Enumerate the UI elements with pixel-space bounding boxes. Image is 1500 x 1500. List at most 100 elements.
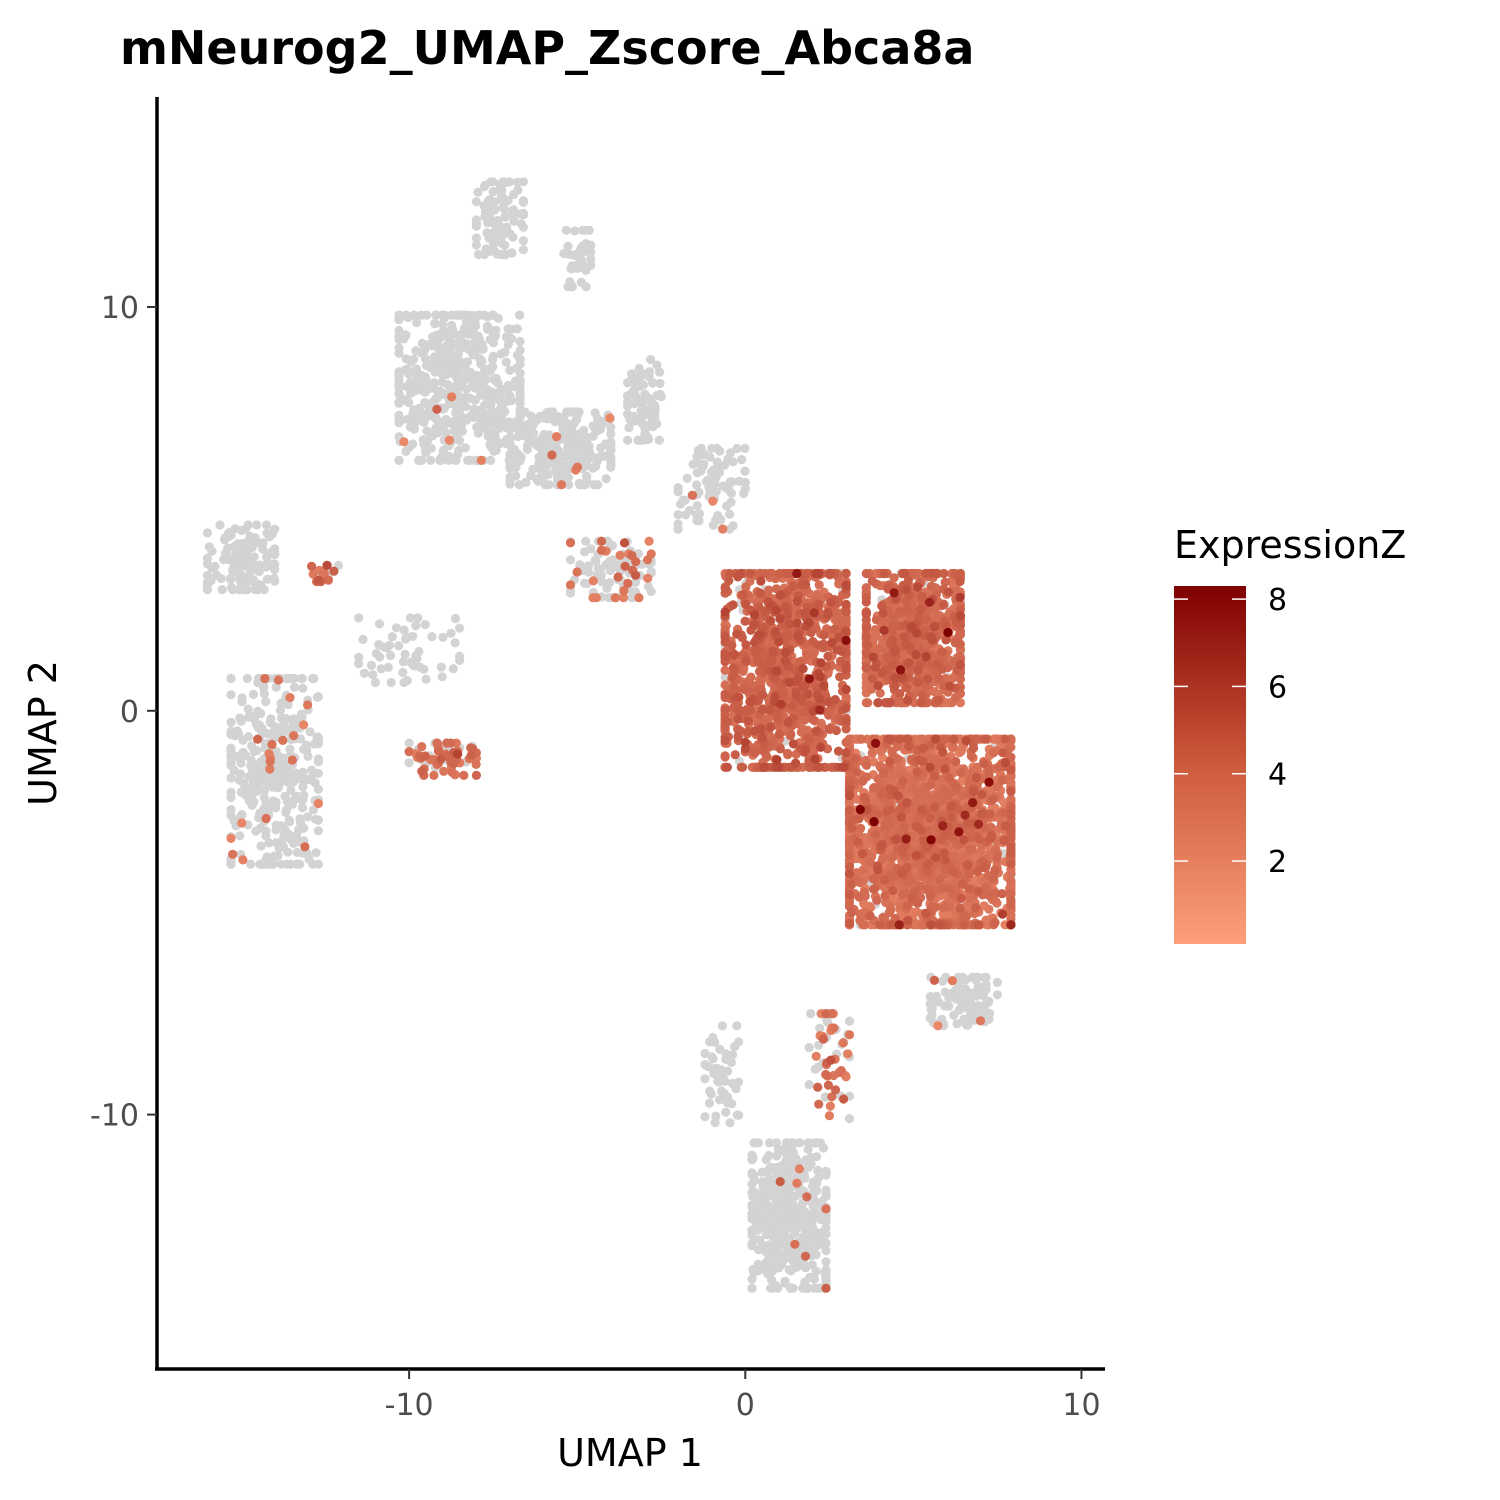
cell-point <box>628 377 639 387</box>
cell-point <box>430 367 440 377</box>
cell-point-expressed <box>836 1066 846 1076</box>
cell-point <box>313 757 323 767</box>
cell-point <box>749 1138 759 1148</box>
cell-point <box>313 826 323 836</box>
cell-point-expressed <box>399 437 409 447</box>
cell-point <box>247 554 257 564</box>
cell-point <box>411 346 421 356</box>
cell-point <box>246 761 256 771</box>
cell-point <box>394 367 404 377</box>
cell-point <box>296 818 306 828</box>
cell-point <box>520 407 530 417</box>
cell-point <box>449 358 459 368</box>
cell-point <box>301 740 311 750</box>
cell-point <box>961 975 971 985</box>
cell-point <box>407 356 417 366</box>
cell-point <box>515 345 525 355</box>
cell-point-expressed <box>572 462 583 472</box>
cell-point <box>466 411 476 421</box>
cell-point <box>692 501 702 511</box>
cell-point <box>223 543 233 553</box>
cell-point <box>505 432 515 442</box>
cell-point <box>748 1264 758 1275</box>
cell-point <box>276 763 286 773</box>
cell-point <box>641 422 652 432</box>
cell-point <box>640 389 650 399</box>
cell-point <box>725 1118 735 1128</box>
cell-point <box>375 652 385 662</box>
cell-point <box>226 758 236 768</box>
cell-point <box>283 673 293 684</box>
cell-point <box>453 330 463 340</box>
cell-point-expressed <box>588 576 598 586</box>
cell-point <box>813 1283 823 1293</box>
cell-point <box>706 1089 716 1099</box>
cell-point <box>432 424 442 435</box>
cell-point <box>811 1242 821 1252</box>
cell-point <box>238 577 248 587</box>
cell-point <box>807 1260 817 1270</box>
cell-point <box>503 339 513 350</box>
cell-point <box>522 420 533 430</box>
cell-point <box>968 972 978 982</box>
cell-point-expressed <box>417 742 427 752</box>
cell-point <box>981 980 991 990</box>
cell-point <box>261 520 272 530</box>
cell-point <box>225 527 235 537</box>
cell-point <box>270 524 280 534</box>
cell-point <box>247 800 257 810</box>
cell-point <box>460 371 471 381</box>
cell-point <box>925 992 936 1002</box>
cell-point <box>409 310 419 320</box>
cell-point <box>387 632 397 642</box>
cell-point <box>787 1192 797 1203</box>
cell-point <box>479 201 489 211</box>
cell-point <box>242 785 252 795</box>
cell-point <box>730 1042 740 1052</box>
cell-point <box>233 554 243 565</box>
cell-point <box>418 409 428 419</box>
cell-point <box>781 1155 791 1165</box>
cell-point <box>226 787 236 798</box>
cell-point <box>261 831 271 841</box>
cell-point <box>236 716 246 726</box>
cell-point <box>414 646 424 657</box>
cell-point <box>359 668 369 678</box>
cell-point <box>732 443 742 454</box>
cell-point <box>540 480 551 490</box>
cell-point <box>800 1283 810 1293</box>
cell-point <box>774 1254 784 1265</box>
cell-point <box>481 392 492 402</box>
cell-point <box>685 505 695 515</box>
cell-point <box>366 660 377 671</box>
cell-point <box>441 428 451 438</box>
cell-point <box>394 383 404 393</box>
cell-point <box>811 1250 821 1260</box>
cell-point <box>500 212 510 222</box>
cell-point <box>291 859 302 869</box>
cell-point <box>243 704 253 714</box>
cell-point <box>984 1014 994 1024</box>
cell-point <box>273 851 283 861</box>
cell-point <box>700 1112 710 1122</box>
cell-point <box>255 823 266 833</box>
cell-point <box>786 1266 796 1276</box>
cell-point <box>682 473 692 483</box>
cell-point-expressed <box>918 734 928 744</box>
cell-point <box>464 345 474 355</box>
cell-point <box>226 726 236 736</box>
cell-point <box>399 677 409 688</box>
cell-point <box>732 1110 742 1120</box>
cell-point <box>309 739 320 749</box>
cell-point <box>586 254 596 264</box>
cell-point <box>789 1150 799 1160</box>
cell-point <box>496 417 506 428</box>
cell-point-expressed <box>687 490 698 500</box>
cell-point <box>505 479 515 489</box>
cell-point <box>482 324 493 334</box>
cell-point <box>501 397 511 407</box>
cell-point <box>274 843 284 853</box>
cell-point <box>650 412 660 422</box>
cell-point-expressed <box>313 798 323 809</box>
cell-point <box>501 357 511 367</box>
